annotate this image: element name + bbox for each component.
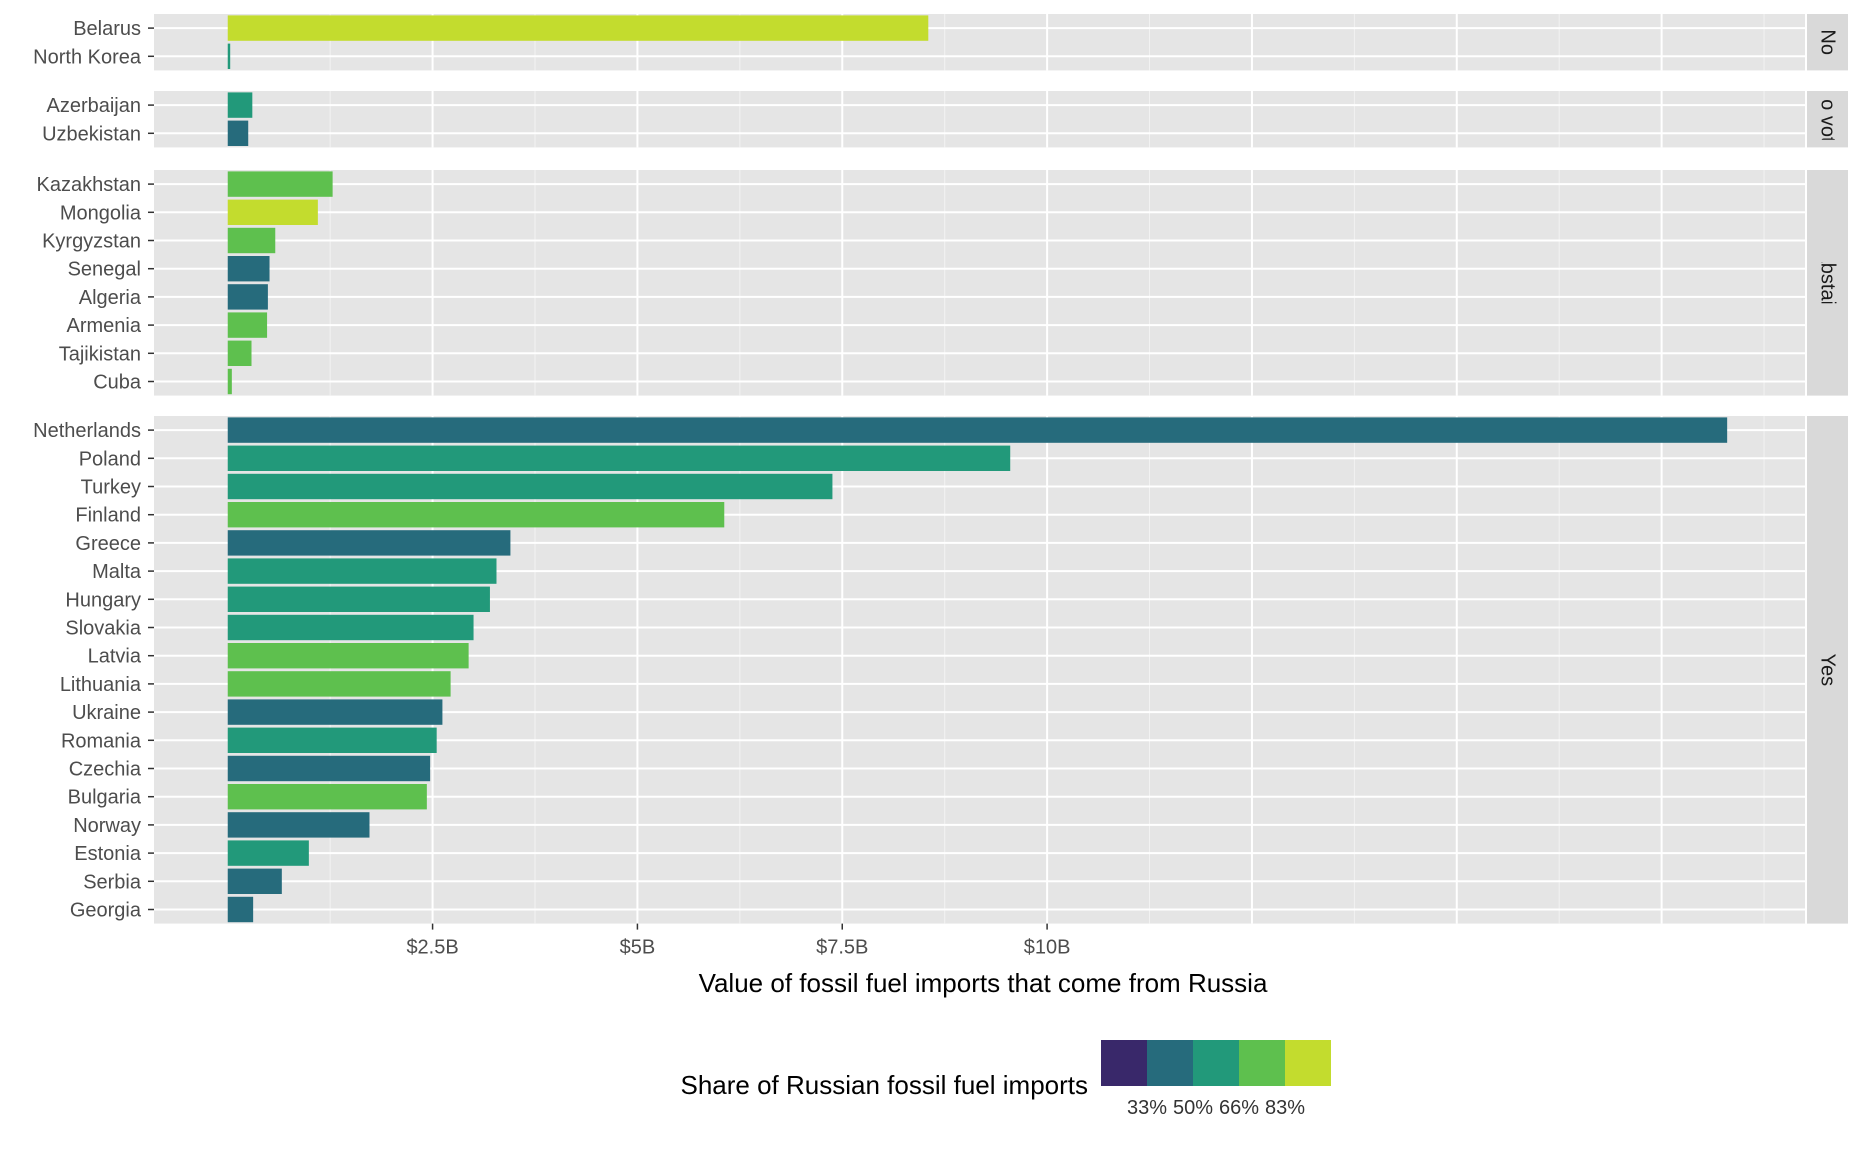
bar-hungary [227, 586, 490, 612]
y-tick-label: Kazakhstan [36, 174, 141, 196]
facet-strip [1807, 14, 1848, 71]
bar-mongolia [227, 199, 318, 225]
bar-latvia [227, 643, 469, 669]
y-tick-label: Netherlands [33, 420, 141, 442]
facet-strip-label: Abstain [1817, 249, 1839, 316]
bar-north-korea [227, 43, 231, 69]
x-tick-label: $10B [1024, 937, 1071, 959]
facet-panel: Netherlands Poland Turkey Finland Greece Malt… [33, 416, 1848, 924]
y-tick-label: Azerbaijan [46, 95, 141, 117]
y-tick-label: Czechia [69, 759, 142, 781]
y-tick-label: Estonia [74, 843, 142, 865]
bar-estonia [227, 840, 309, 866]
y-tick-label: Turkey [81, 477, 141, 499]
y-tick-label: Norway [73, 815, 141, 837]
bar-turkey [227, 473, 833, 500]
y-tick-label: Belarus [73, 18, 141, 40]
bar-slovakia [227, 614, 474, 641]
y-tick-label: Greece [75, 533, 141, 555]
bar-czechia [227, 755, 431, 782]
bar-armenia [227, 312, 268, 338]
bar-lithuania [227, 671, 451, 697]
facet-panel: Belarus North Korea No [33, 14, 1848, 71]
bar-uzbekistan [227, 120, 249, 146]
bar-norway [227, 812, 370, 838]
facet-strip-label: No vote [1817, 85, 1839, 154]
bar-kazakhstan [227, 171, 333, 197]
legend-key [1193, 1040, 1239, 1086]
facet-strip-label: Yes [1817, 653, 1839, 686]
y-tick-label: Armenia [67, 315, 142, 337]
bar-ukraine [227, 699, 443, 725]
panel-background [154, 416, 1805, 924]
y-tick-label: Tajikistan [59, 343, 141, 365]
facet-strip [1807, 91, 1848, 148]
legend-label: 66% [1219, 1097, 1259, 1119]
y-tick-label: Slovakia [65, 618, 141, 640]
y-tick-label: Georgia [70, 900, 142, 922]
bar-bulgaria [227, 784, 427, 810]
y-tick-label: Algeria [79, 287, 142, 309]
bar-netherlands [227, 417, 1728, 443]
legend-title: Share of Russian fossil fuel imports [680, 1070, 1088, 1100]
legend: Share of Russian fossil fuel imports 33%… [680, 1040, 1331, 1119]
legend-color-bar [1101, 1040, 1331, 1086]
panel-background [154, 170, 1805, 396]
facet-panel: Azerbaijan Uzbekistan No vote [42, 85, 1848, 154]
legend-labels: 33% 50% 66% 83% [1127, 1097, 1305, 1119]
x-tick-label: $5B [620, 937, 656, 959]
legend-key [1239, 1040, 1285, 1086]
y-tick-label: Cuba [93, 372, 142, 394]
y-tick-label: Serbia [83, 871, 142, 893]
bar-malta [227, 558, 497, 584]
legend-key [1101, 1040, 1147, 1086]
facet-strip-label: No [1817, 29, 1839, 55]
y-tick-label: North Korea [33, 46, 142, 68]
bar-algeria [227, 284, 268, 310]
facet-strip [1807, 416, 1848, 924]
bar-belarus [227, 15, 929, 41]
bar-kyrgyzstan [227, 227, 276, 254]
y-tick-label: Mongolia [60, 202, 142, 224]
facet-panel: Kazakhstan Mongolia Kyrgyzstan Senegal Alger… [36, 170, 1848, 396]
y-tick-label: Finland [75, 505, 141, 527]
facet-panels: Belarus North Korea No Azerbaijan Uzbekistan… [33, 14, 1848, 924]
bar-serbia [227, 868, 282, 894]
legend-label: 83% [1265, 1097, 1305, 1119]
legend-label: 33% [1127, 1097, 1167, 1119]
bar-tajikistan [227, 340, 252, 366]
bar-poland [227, 445, 1011, 471]
y-tick-label: Malta [92, 561, 142, 583]
x-tick-label: $2.5B [406, 937, 458, 959]
y-tick-label: Hungary [65, 589, 141, 611]
y-tick-label: Latvia [88, 646, 142, 668]
y-tick-label: Poland [79, 448, 141, 470]
bar-greece [227, 530, 511, 556]
panel-background [154, 91, 1805, 148]
bar-azerbaijan [227, 92, 253, 118]
y-tick-label: Senegal [68, 259, 141, 281]
bar-georgia [227, 896, 254, 923]
bar-senegal [227, 256, 270, 282]
legend-key [1285, 1040, 1331, 1086]
x-axis: $2.5B $5B $7.5B $10B [406, 923, 1071, 959]
x-tick-label: $7.5B [816, 937, 868, 959]
legend-key [1147, 1040, 1193, 1086]
bar-finland [227, 502, 725, 528]
legend-label: 50% [1173, 1097, 1213, 1119]
x-axis-title: Value of fossil fuel imports that come f… [699, 968, 1268, 998]
y-tick-label: Ukraine [72, 702, 141, 724]
y-tick-label: Romania [61, 730, 142, 752]
bar-romania [227, 727, 437, 753]
y-tick-label: Bulgaria [68, 787, 142, 809]
y-tick-label: Kyrgyzstan [42, 231, 141, 253]
facet-strip [1807, 170, 1848, 396]
y-tick-label: Lithuania [60, 674, 142, 696]
bar-cuba [227, 368, 232, 395]
y-tick-label: Uzbekistan [42, 123, 141, 145]
